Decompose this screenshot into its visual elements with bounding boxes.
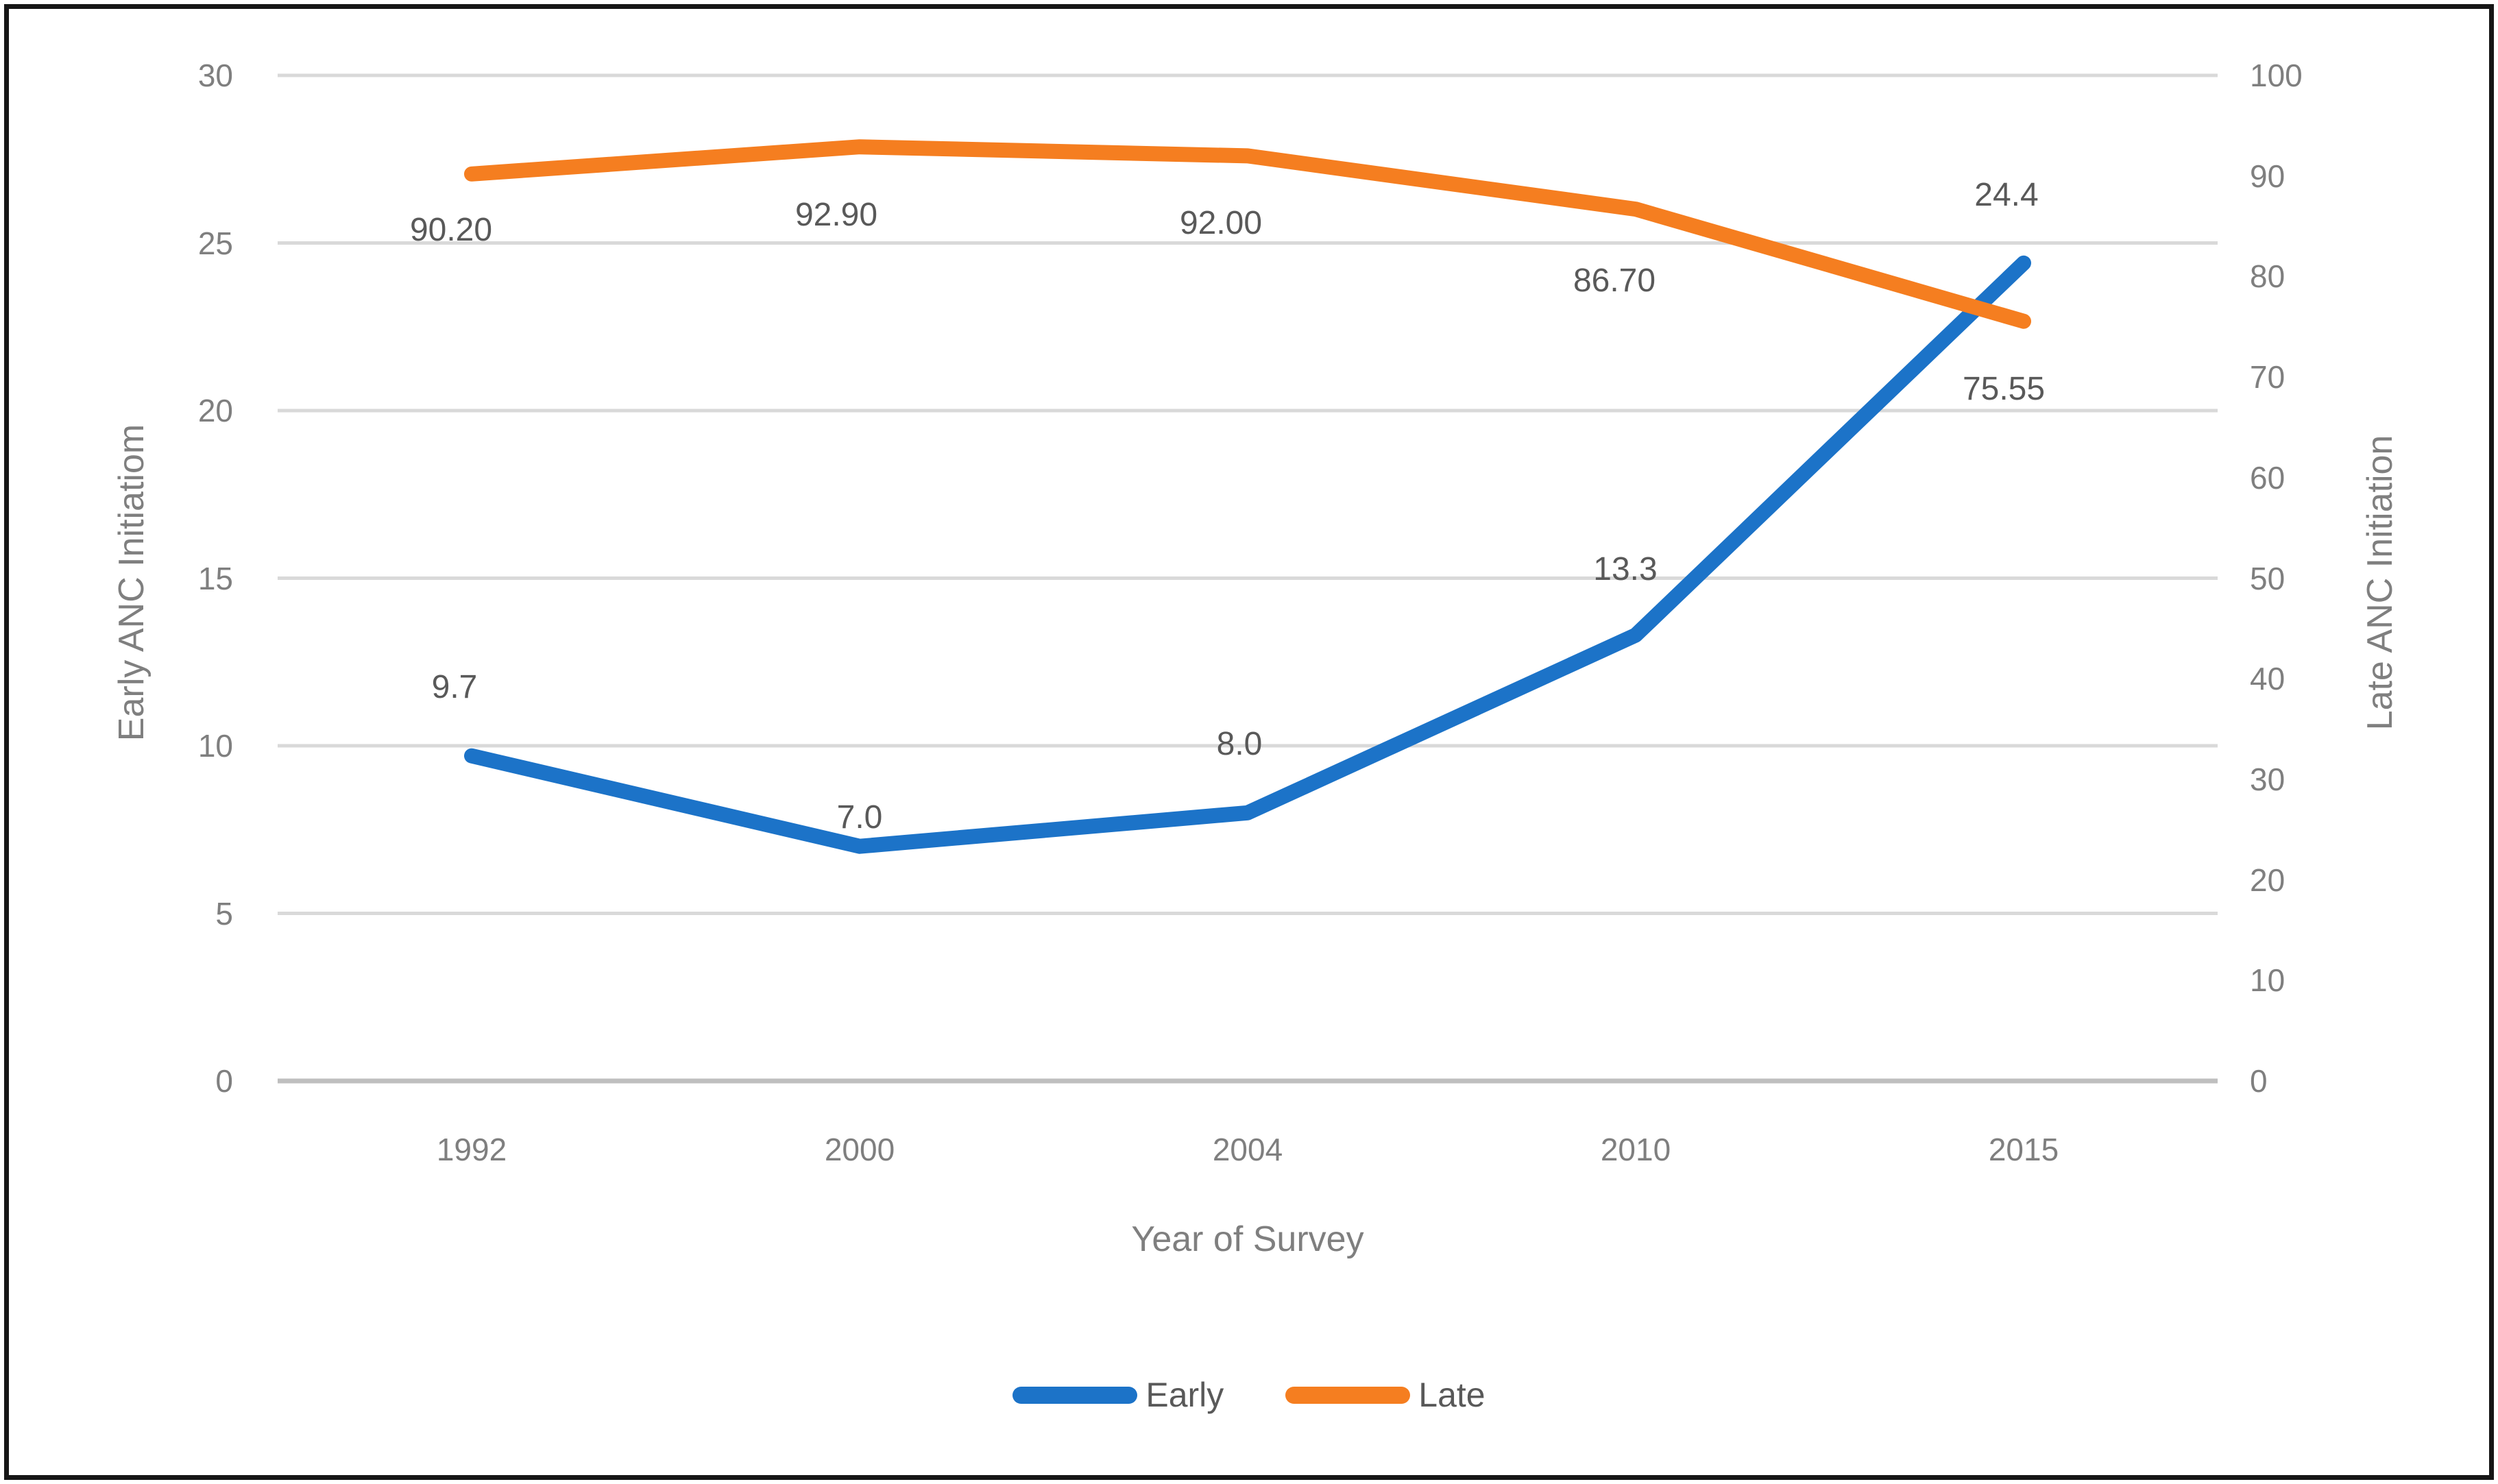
right-axis-tick: 30 <box>2250 761 2285 797</box>
left-axis-tick: 20 <box>197 393 233 428</box>
legend-item-early: Early <box>1012 1374 1224 1415</box>
right-axis-tick: 0 <box>2250 1063 2268 1099</box>
data-label-early: 9.7 <box>431 668 478 705</box>
data-label-late: 86.70 <box>1573 263 1656 300</box>
x-axis-tick: 1992 <box>436 1132 507 1167</box>
right-axis-tick: 90 <box>2250 158 2285 194</box>
x-axis-tick: 2000 <box>824 1132 895 1167</box>
x-axis-title: Year of Survey <box>1131 1219 1364 1259</box>
left-axis-tick: 0 <box>215 1063 233 1099</box>
left-axis-tick: 25 <box>197 225 233 261</box>
data-label-late: 92.00 <box>1179 205 1263 242</box>
legend-label: Early <box>1145 1376 1224 1414</box>
left-axis-tick: 15 <box>197 560 233 596</box>
right-axis-tick: 70 <box>2250 359 2285 396</box>
legend-swatch-early-icon <box>1012 1386 1138 1404</box>
data-label-early: 8.0 <box>1216 725 1263 762</box>
right-axis-title: Late ANC Initiation <box>2360 435 2400 731</box>
data-label-late: 75.55 <box>1962 370 2046 407</box>
left-axis-title: Early ANC Initiatiom <box>112 424 151 742</box>
x-axis-tick: 2004 <box>1212 1132 1283 1167</box>
data-label-early: 7.0 <box>836 799 883 836</box>
right-axis-tick: 10 <box>2250 962 2285 999</box>
series-line-late <box>464 139 2031 329</box>
data-label-late: 92.90 <box>795 197 878 234</box>
x-axis-tick: 2015 <box>1988 1132 2059 1167</box>
legend-item-late: Late <box>1285 1374 1486 1415</box>
right-axis-tick: 20 <box>2250 862 2285 898</box>
right-axis-tick: 50 <box>2250 560 2285 596</box>
left-axis-tick: 30 <box>197 58 233 93</box>
data-label-early: 24.4 <box>1974 176 2039 213</box>
right-axis-tick: 40 <box>2250 661 2285 697</box>
legend-label: Late <box>1418 1376 1486 1414</box>
data-label-early: 13.3 <box>1593 550 1658 587</box>
right-axis-tick: 80 <box>2250 258 2285 295</box>
data-label-late: 90.20 <box>409 211 493 248</box>
right-axis-tick: 100 <box>2250 58 2303 93</box>
series-line-early <box>464 255 2031 854</box>
right-axis-tick: 60 <box>2250 459 2285 496</box>
left-axis-tick: 10 <box>197 728 233 764</box>
legend: Early Late <box>0 1374 2498 1415</box>
x-axis-tick: 2010 <box>1600 1132 1671 1167</box>
legend-swatch-late-icon <box>1285 1386 1411 1404</box>
left-axis-tick: 5 <box>215 895 233 932</box>
